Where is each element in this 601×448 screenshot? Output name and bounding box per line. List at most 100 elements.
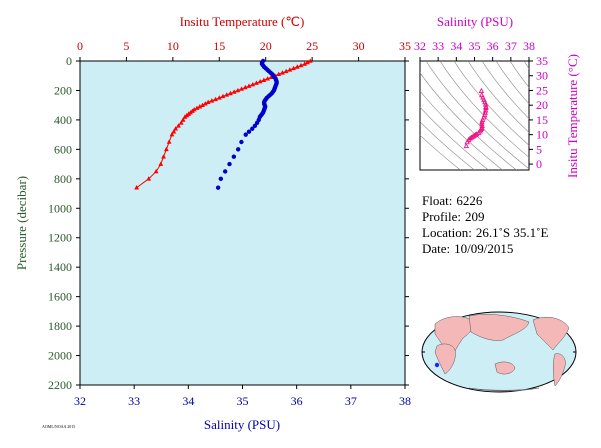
temperature-point	[261, 77, 267, 82]
salinity-tick-label: 32	[74, 394, 86, 408]
pressure-tick-label: 2200	[48, 378, 72, 392]
temperature-point	[178, 120, 184, 125]
temperature-point	[213, 96, 218, 102]
ts-salinity-title: Salinity (PSU)	[437, 14, 513, 29]
pressure-tick-label: 200	[54, 83, 72, 97]
float-label: Float:	[422, 193, 453, 208]
ts-temperature-tick-label: 10	[536, 128, 548, 142]
date-info-row: Date: 10/09/2015	[422, 241, 517, 257]
pressure-axis-title: Pressure (decibar)	[14, 176, 29, 270]
temperature-point	[307, 58, 313, 63]
density-contour	[420, 90, 503, 170]
salinity-point	[250, 126, 255, 131]
salinity-point	[227, 161, 232, 167]
temperature-point	[200, 102, 205, 107]
temperature-point	[287, 67, 293, 72]
temperature-point	[158, 161, 164, 166]
temperature-point	[283, 68, 289, 74]
ts-salinity-tick-label: 37	[505, 39, 517, 53]
density-contours	[420, 61, 529, 170]
location-value: 26.1˚S 35.1˚E	[475, 225, 549, 240]
temperature-point	[146, 176, 152, 181]
temperature-tick-label: 30	[353, 39, 365, 53]
salinity-point	[239, 139, 244, 145]
temperature-point	[166, 139, 172, 144]
profile-info-row: Profile: 209	[422, 209, 489, 225]
temperature-tick-label: 35	[399, 39, 411, 53]
main-data	[134, 58, 313, 190]
salinity-tick-label: 34	[182, 394, 194, 408]
temperature-point	[239, 86, 244, 91]
temperature-point	[250, 81, 256, 87]
location-info-row: Location: 26.1˚S 35.1˚E	[422, 225, 552, 241]
temperature-point	[194, 105, 200, 110]
salinity-point	[218, 176, 224, 182]
pressure-tick-label: 1800	[48, 319, 72, 333]
salinity-tick-label: 33	[128, 394, 140, 408]
ts-salinity-tick-label: 33	[432, 39, 444, 53]
source-label: AOML/NOAA 2015	[42, 424, 75, 429]
temperature-point	[246, 83, 252, 88]
ts-salinity-tick-label: 35	[469, 39, 481, 53]
temperature-point	[291, 65, 296, 71]
australia	[494, 361, 516, 375]
temperature-point	[298, 62, 304, 68]
temperature-point	[231, 89, 237, 94]
temperature-point	[209, 98, 215, 103]
density-contour	[453, 61, 529, 146]
salinity-axis-title: Salinity (PSU)	[204, 417, 280, 432]
temperature-tick-label: 0	[77, 39, 83, 53]
ts-temperature-tick-label: 20	[536, 98, 548, 112]
pressure-tick-label: 800	[54, 172, 72, 186]
temperature-tick-label: 25	[306, 39, 318, 53]
float-location-marker	[434, 362, 440, 368]
density-contour	[439, 61, 529, 158]
ts-temperature-tick-label: 0	[536, 157, 542, 171]
ts-temperature-tick-label: 30	[536, 69, 548, 83]
temperature-point	[205, 99, 211, 105]
salinity-tick-label: 38	[399, 394, 411, 408]
main-axes: 0 5 10 15 20 25 30 35 32 33 34 35 36 37 38 0 200 400 600 80…	[48, 39, 411, 408]
ts-salinity-tick-label: 38	[523, 39, 535, 53]
density-contour	[425, 61, 529, 170]
main-chart: 0 5 10 15 20 25 30 35 32 33 34 35 36 37 38 0 200 400 600 80…	[14, 14, 411, 432]
continents	[434, 314, 570, 392]
temperature-point	[235, 87, 241, 93]
density-contour	[467, 61, 529, 133]
temperature-point	[280, 70, 285, 75]
density-contour	[420, 72, 517, 170]
temperature-point	[176, 123, 181, 128]
antarctica	[468, 387, 540, 392]
temperature-point	[302, 61, 308, 66]
pressure-tick-label: 1400	[48, 260, 72, 274]
pressure-tick-label: 400	[54, 113, 72, 127]
ts-temperature-tick-label: 35	[536, 54, 548, 68]
pressure-tick-label: 1600	[48, 290, 72, 304]
ts-point	[475, 129, 482, 135]
ts-temperature-tick-label: 25	[536, 83, 548, 97]
pressure-tick-label: 1000	[48, 201, 72, 215]
salinity-point	[243, 132, 248, 137]
south-america	[553, 353, 566, 387]
temperature-point	[182, 114, 188, 119]
salinity-point	[252, 123, 258, 128]
density-contour	[481, 61, 529, 120]
ts-salinity-tick-label: 32	[414, 39, 426, 53]
temperature-tick-label: 15	[213, 39, 225, 53]
temperature-point	[265, 76, 270, 81]
temperature-point	[224, 92, 230, 97]
temperature-point	[134, 185, 140, 190]
density-contour	[523, 61, 529, 69]
density-contour	[495, 61, 529, 105]
temperature-point	[294, 64, 300, 69]
ts-point	[464, 139, 470, 145]
ts-temperature-tick-label: 5	[536, 142, 542, 156]
ts-plot-area	[419, 60, 530, 171]
temperature-point	[254, 80, 259, 85]
ts-salinity-tick-label: 34	[450, 39, 462, 53]
date-label: Date:	[422, 241, 451, 256]
salinity-point	[222, 169, 228, 174]
ts-temperature-tick-label: 15	[536, 113, 548, 127]
